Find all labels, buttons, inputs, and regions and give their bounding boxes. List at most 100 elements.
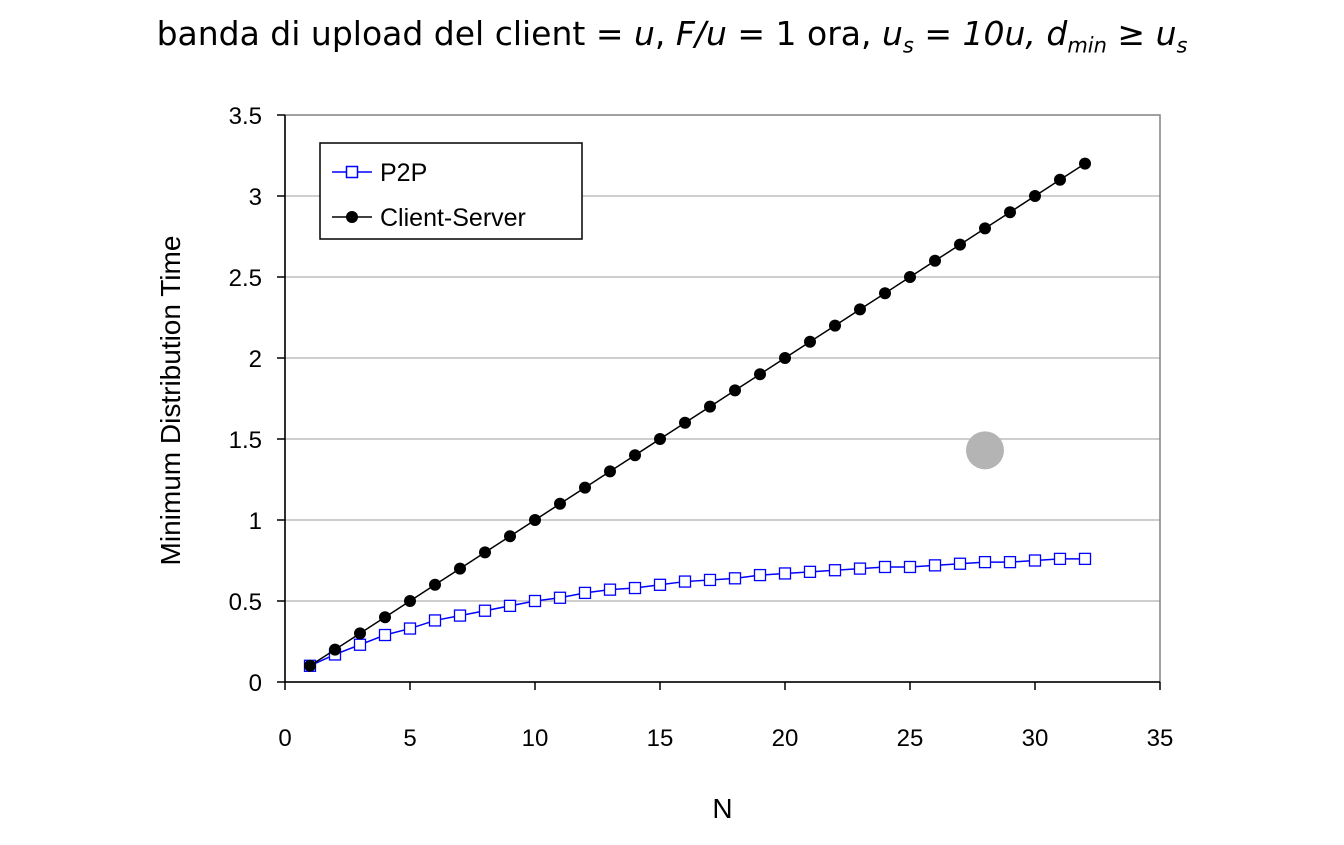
point-client-server-6: [454, 562, 466, 575]
y-tick-label-5: 2.5: [229, 265, 262, 292]
point-client-server-27: [979, 222, 991, 235]
y-tick-label-1: 0.5: [229, 589, 262, 616]
point-p2p-7: [478, 604, 492, 617]
point-p2p-30: [1053, 552, 1067, 566]
point-client-server-19: [779, 352, 791, 364]
point-client-server-16: [704, 400, 716, 413]
y-tick-label-3: 1.5: [229, 427, 262, 454]
point-client-server-23: [879, 287, 891, 300]
point-p2p-6: [453, 609, 467, 622]
legend-label-client-server: Client-Server: [380, 204, 526, 232]
point-client-server-11: [579, 481, 591, 494]
title-us2: us: [1155, 14, 1188, 58]
point-client-server-9: [529, 514, 541, 526]
point-p2p-14: [653, 578, 667, 591]
legend: P2P Client-Server: [319, 142, 583, 240]
y-tick-label-4: 2: [249, 346, 262, 373]
title-text: banda di upload del client =: [156, 14, 634, 53]
point-client-server-25: [929, 254, 941, 267]
y-tick-label-2: 1: [249, 508, 262, 535]
point-p2p-2: [353, 638, 367, 651]
point-p2p-18: [753, 568, 767, 582]
point-p2p-11: [578, 586, 592, 600]
point-client-server-26: [954, 238, 966, 251]
point-client-server-13: [629, 449, 641, 462]
point-client-server-17: [729, 384, 741, 397]
legend-marker-p2p: [345, 165, 359, 179]
point-client-server-20: [804, 335, 816, 348]
chart-title: banda di upload del client = u, F/u = 1 …: [0, 14, 1344, 57]
point-p2p-19: [778, 567, 792, 580]
series-layer: [303, 157, 1092, 672]
y-axis-label: Minimum Distribution Time: [155, 236, 186, 566]
point-p2p-27: [978, 555, 992, 569]
axes: 0 5 10 15 20 25 30 35 0 0.5 1 1.5 2 2.5 3 3.5: [229, 103, 1174, 752]
point-client-server-3: [379, 611, 391, 624]
x-tick-label-6: 30: [1022, 725, 1049, 752]
point-p2p-20: [803, 565, 817, 578]
x-tick-label-5: 25: [897, 725, 924, 752]
x-tick-label-0: 0: [278, 725, 291, 752]
y-tick-label-7: 3.5: [229, 103, 262, 130]
point-p2p-13: [628, 581, 642, 595]
point-client-server-4: [404, 595, 416, 607]
point-client-server-29: [1029, 190, 1041, 202]
point-client-server-10: [554, 497, 566, 510]
overlay-layer: [966, 431, 1004, 470]
point-p2p-28: [1003, 555, 1017, 569]
x-tick-label-2: 10: [522, 725, 549, 752]
x-tick-label-4: 20: [772, 725, 799, 752]
point-p2p-10: [553, 591, 567, 604]
point-p2p-16: [703, 573, 717, 587]
title-geq: ≥: [1106, 14, 1156, 53]
point-p2p-26: [953, 557, 967, 570]
point-p2p-9: [528, 594, 542, 608]
point-p2p-24: [903, 560, 917, 574]
point-client-server-8: [504, 530, 516, 543]
title-dmin: dmin: [1046, 14, 1107, 58]
point-client-server-2: [354, 627, 366, 640]
y-tick-label-0: 0: [249, 670, 262, 697]
point-p2p-8: [503, 599, 517, 613]
point-client-server-30: [1054, 173, 1066, 186]
point-client-server-14: [654, 433, 666, 445]
point-client-server-18: [754, 368, 766, 381]
series-line-p2p: [309, 558, 1085, 667]
title-us: us = 10u,: [881, 14, 1047, 58]
point-p2p-15: [678, 575, 692, 588]
point-p2p-29: [1028, 554, 1042, 567]
gridlines: [285, 195, 1160, 602]
point-client-server-5: [429, 578, 441, 591]
point-client-server-7: [479, 546, 491, 559]
point-p2p-4: [403, 622, 417, 635]
point-client-server-31: [1079, 157, 1091, 170]
title-sep-1: ,: [654, 14, 676, 53]
point-client-server-22: [854, 303, 866, 316]
point-p2p-21: [828, 564, 842, 577]
y-tick-label-6: 3: [249, 184, 262, 211]
title-fu: F/u: [675, 14, 727, 53]
series-client-server: [304, 157, 1091, 672]
x-tick-label-3: 15: [647, 725, 674, 752]
point-p2p-31: [1078, 552, 1092, 566]
point-client-server-0: [304, 659, 316, 672]
x-axis-label: N: [712, 793, 732, 824]
point-client-server-1: [329, 643, 341, 656]
cursor-dot: [966, 431, 1004, 470]
point-client-server-21: [829, 319, 841, 332]
title-u: u: [633, 14, 655, 53]
legend-box: [319, 142, 583, 240]
point-p2p-22: [853, 562, 867, 575]
point-p2p-12: [603, 583, 617, 596]
legend-label-p2p: P2P: [380, 159, 427, 187]
title-equals-1: = 1 ora,: [726, 14, 882, 53]
x-tick-label-7: 35: [1147, 725, 1174, 752]
point-client-server-24: [904, 271, 916, 283]
point-p2p-17: [728, 572, 742, 585]
legend-marker-client-server: [346, 211, 358, 223]
point-p2p-25: [928, 559, 942, 572]
point-client-server-28: [1004, 206, 1016, 219]
point-p2p-5: [428, 614, 442, 627]
point-p2p-3: [378, 628, 392, 642]
